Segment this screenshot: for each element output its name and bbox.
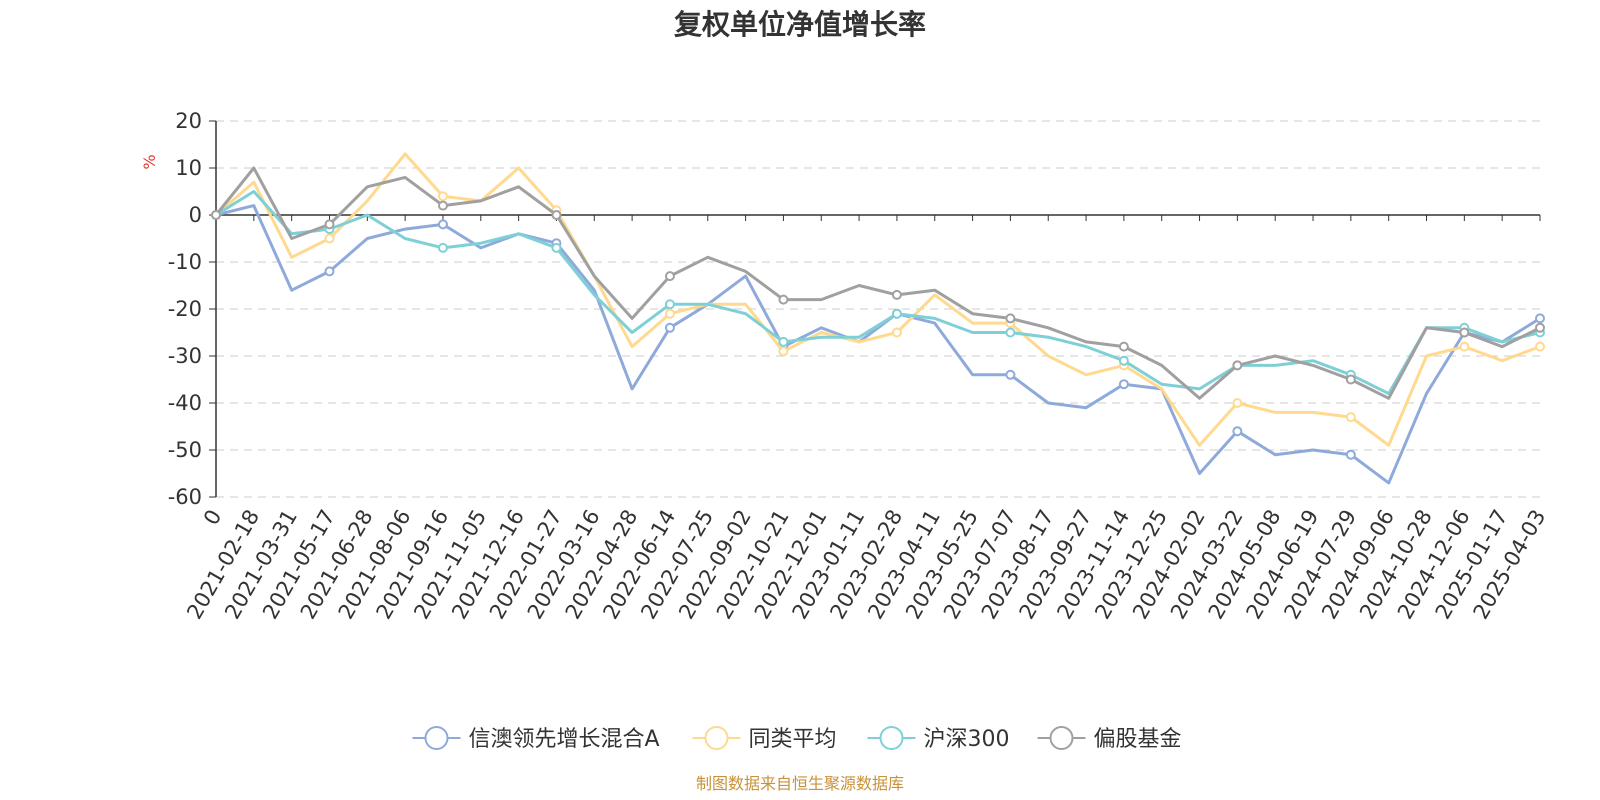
data-point bbox=[1005, 369, 1016, 380]
data-point bbox=[1232, 360, 1243, 371]
data-point bbox=[891, 289, 902, 300]
data-point bbox=[437, 200, 448, 211]
series-lines bbox=[211, 152, 1545, 485]
legend-marker bbox=[1049, 726, 1074, 750]
data-point bbox=[664, 299, 675, 310]
data-point bbox=[1118, 379, 1129, 390]
legend-item: 同类平均 bbox=[692, 726, 837, 752]
data-point bbox=[324, 233, 335, 244]
series-偏股基金 bbox=[211, 166, 1545, 400]
series-line bbox=[215, 152, 1541, 447]
data-point bbox=[778, 294, 789, 305]
legend-label: 偏股基金 bbox=[1094, 727, 1182, 752]
data-point bbox=[1459, 341, 1470, 352]
series-同类平均 bbox=[211, 152, 1545, 447]
data-point bbox=[437, 191, 448, 202]
legend-item: 信澳领先增长混合A bbox=[412, 726, 660, 752]
legend-item: 偏股基金 bbox=[1037, 726, 1182, 752]
series-信澳领先增长混合A bbox=[211, 204, 1545, 485]
data-point bbox=[551, 210, 562, 220]
y-axis-unit: % bbox=[140, 154, 159, 169]
series-line bbox=[215, 204, 1541, 485]
gridlines bbox=[216, 120, 1540, 498]
data-point bbox=[324, 219, 335, 230]
legend: 信澳领先增长混合A 同类平均 沪深300 偏股基金 bbox=[412, 726, 1182, 752]
data-point bbox=[1232, 426, 1243, 437]
data-point bbox=[891, 327, 902, 338]
legend-label: 沪深300 bbox=[924, 727, 1010, 752]
y-tick-label: 10 bbox=[175, 156, 202, 180]
y-tick-label: -40 bbox=[168, 391, 202, 415]
data-point bbox=[664, 322, 675, 333]
data-point bbox=[1118, 341, 1129, 352]
data-point bbox=[664, 308, 675, 319]
x-tick-label: 0 bbox=[199, 506, 226, 530]
series-line bbox=[215, 190, 1541, 396]
data-point bbox=[551, 242, 562, 253]
legend-marker bbox=[879, 726, 904, 750]
legend-marker bbox=[704, 726, 729, 750]
y-tick-label: -30 bbox=[168, 344, 202, 368]
y-tick-label: 0 bbox=[189, 203, 202, 227]
data-point bbox=[1345, 412, 1356, 423]
chart-title: 复权单位净值增长率 bbox=[674, 8, 926, 41]
data-point bbox=[891, 308, 902, 319]
data-point bbox=[1535, 313, 1545, 324]
x-axis: 02021-02-182021-03-312021-05-172021-06-2… bbox=[182, 214, 1550, 623]
y-tick-label: -50 bbox=[168, 438, 202, 462]
data-point bbox=[1345, 374, 1356, 385]
y-tick-label: 20 bbox=[175, 109, 202, 133]
series-line bbox=[214, 166, 1541, 400]
data-point bbox=[1345, 449, 1356, 460]
data-point bbox=[1535, 322, 1545, 333]
y-tick-label: -20 bbox=[168, 297, 202, 321]
data-point bbox=[778, 346, 789, 357]
legend-marker bbox=[424, 726, 449, 750]
data-point bbox=[778, 336, 789, 347]
data-point bbox=[1535, 341, 1545, 352]
data-point bbox=[211, 210, 221, 220]
legend-label: 信澳领先增长混合A bbox=[469, 727, 660, 752]
data-point bbox=[664, 271, 675, 282]
data-point bbox=[1005, 327, 1016, 338]
data-point bbox=[324, 266, 335, 277]
data-point bbox=[1005, 313, 1016, 324]
series-沪深300 bbox=[211, 190, 1545, 396]
legend-item: 沪深300 bbox=[867, 726, 1010, 752]
data-point bbox=[437, 219, 448, 230]
data-point bbox=[1118, 355, 1129, 366]
y-tick-label: -60 bbox=[168, 485, 202, 509]
y-axis: 20 10 0 -10 -20 -30 -40 -50 -60 bbox=[168, 109, 217, 509]
data-point bbox=[1232, 398, 1243, 408]
data-point bbox=[1459, 327, 1470, 338]
y-tick-label: -10 bbox=[168, 250, 202, 274]
data-point bbox=[437, 242, 448, 253]
legend-label: 同类平均 bbox=[749, 727, 837, 752]
data-source-note: 制图数据来自恒生聚源数据库 bbox=[696, 774, 904, 793]
